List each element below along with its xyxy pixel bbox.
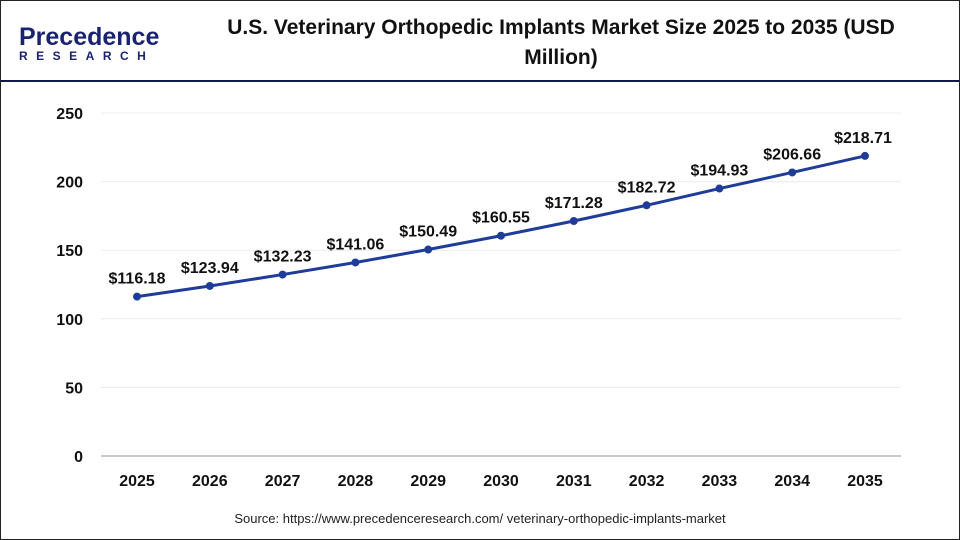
x-tick-label: 2026 — [192, 473, 228, 490]
x-tick-label: 2031 — [556, 473, 592, 490]
data-point — [351, 258, 360, 267]
logo: Precedence RESEARCH — [19, 23, 159, 63]
x-tick-label: 2035 — [847, 473, 883, 490]
y-tick-label: 250 — [56, 106, 83, 123]
x-tick-label: 2032 — [629, 473, 665, 490]
data-point — [133, 292, 141, 301]
x-tick-label: 2027 — [265, 473, 301, 490]
data-label: $171.28 — [545, 195, 603, 212]
y-tick-label: 0 — [74, 449, 83, 466]
data-point — [497, 231, 505, 240]
data-point — [205, 281, 214, 290]
data-point — [569, 217, 578, 226]
y-tick-label: 100 — [56, 312, 83, 329]
data-label: $141.06 — [326, 236, 384, 253]
data-label: $150.49 — [399, 224, 457, 241]
x-tick-label: 2028 — [338, 473, 374, 490]
data-label: $123.94 — [181, 260, 239, 277]
source-text: Source: https://www.precedenceresearch.c… — [234, 511, 726, 526]
y-tick-label: 50 — [65, 380, 83, 397]
data-point — [788, 168, 797, 177]
logo-subtext: RESEARCH — [19, 49, 155, 63]
data-label: $160.55 — [472, 210, 530, 227]
x-tick-label: 2033 — [702, 473, 738, 490]
data-point — [715, 184, 724, 193]
x-tick-label: 2030 — [483, 473, 519, 490]
data-label: $132.23 — [254, 249, 312, 266]
data-point — [424, 245, 433, 254]
data-point — [861, 151, 869, 160]
y-tick-label: 150 — [56, 243, 83, 260]
data-point — [278, 270, 287, 279]
x-tick-label: 2029 — [410, 473, 446, 490]
data-label: $206.66 — [763, 146, 821, 163]
data-label: $218.71 — [834, 130, 892, 147]
chart-title: U.S. Veterinary Orthopedic Implants Mark… — [227, 16, 895, 69]
data-point — [642, 201, 651, 210]
data-label: $194.93 — [690, 163, 748, 180]
logo-text: Precedence — [19, 23, 160, 51]
header: Precedence RESEARCH U.S. Veterinary Orth… — [1, 1, 959, 82]
x-tick-label: 2034 — [774, 473, 810, 490]
x-tick-label: 2025 — [119, 473, 155, 490]
y-tick-label: 200 — [56, 175, 83, 192]
data-label: $182.72 — [618, 179, 676, 196]
data-label: $116.18 — [109, 271, 166, 288]
